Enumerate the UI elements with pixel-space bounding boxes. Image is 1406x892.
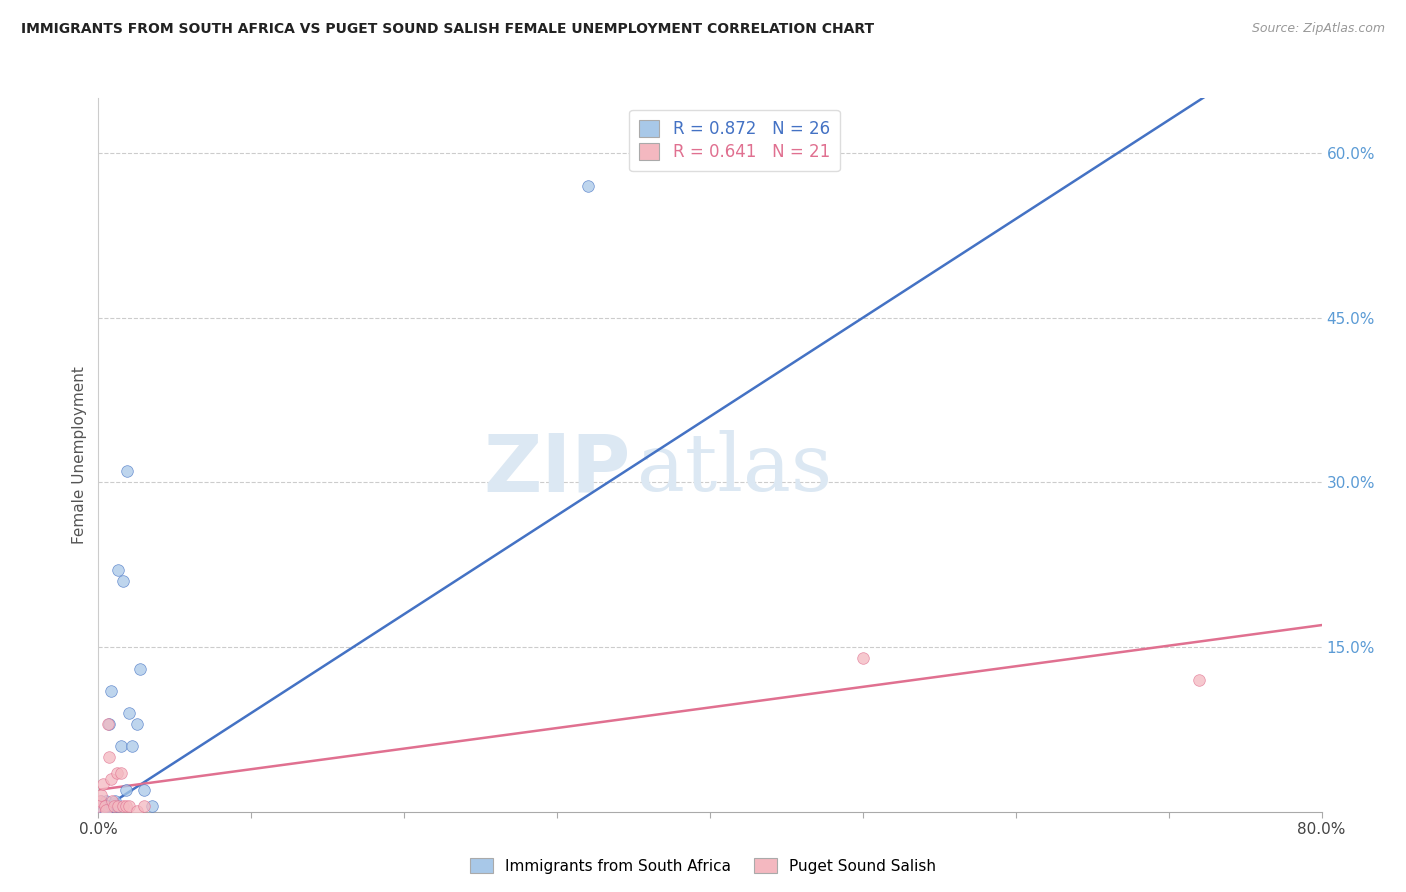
- Point: [94, 794, 117, 808]
- Point: [90, 794, 112, 808]
- Text: IMMIGRANTS FROM SOUTH AFRICA VS PUGET SOUND SALISH FEMALE UNEMPLOYMENT CORRELATI: IMMIGRANTS FROM SOUTH AFRICA VS PUGET SO…: [21, 22, 875, 37]
- Point: [125, 717, 148, 731]
- Point: [107, 563, 129, 577]
- Point: [110, 739, 132, 753]
- Point: [87, 799, 110, 814]
- Point: [576, 178, 599, 193]
- Point: [93, 799, 115, 814]
- Point: [115, 799, 138, 814]
- Point: [141, 799, 163, 814]
- Point: [89, 794, 111, 808]
- Point: [98, 717, 121, 731]
- Point: [110, 766, 132, 780]
- Point: [134, 799, 156, 814]
- Point: [97, 717, 120, 731]
- Y-axis label: Female Unemployment: Female Unemployment: [72, 366, 87, 544]
- Point: [111, 799, 134, 814]
- Point: [118, 799, 141, 814]
- Text: atlas: atlas: [637, 430, 832, 508]
- Point: [91, 777, 114, 791]
- Point: [94, 803, 117, 817]
- Point: [1188, 673, 1211, 687]
- Point: [117, 464, 139, 478]
- Point: [100, 772, 122, 786]
- Point: [128, 662, 150, 676]
- Point: [115, 782, 138, 797]
- Point: [105, 766, 128, 780]
- Point: [103, 797, 125, 811]
- Point: [98, 749, 121, 764]
- Point: [101, 794, 124, 808]
- Point: [121, 739, 143, 753]
- Point: [89, 799, 111, 814]
- Text: ZIP: ZIP: [484, 430, 630, 508]
- Point: [111, 574, 134, 589]
- Point: [118, 706, 141, 720]
- Legend: Immigrants from South Africa, Puget Sound Salish: Immigrants from South Africa, Puget Soun…: [464, 852, 942, 880]
- Point: [107, 799, 129, 814]
- Point: [97, 799, 120, 814]
- Point: [87, 801, 110, 815]
- Legend: R = 0.872   N = 26, R = 0.641   N = 21: R = 0.872 N = 26, R = 0.641 N = 21: [630, 110, 839, 171]
- Point: [852, 651, 875, 665]
- Text: Source: ZipAtlas.com: Source: ZipAtlas.com: [1251, 22, 1385, 36]
- Point: [134, 782, 156, 797]
- Point: [103, 799, 125, 814]
- Point: [94, 805, 117, 819]
- Point: [91, 804, 114, 818]
- Point: [104, 794, 127, 808]
- Point: [93, 799, 115, 814]
- Point: [125, 804, 148, 818]
- Point: [105, 799, 128, 814]
- Point: [100, 684, 122, 698]
- Point: [90, 789, 112, 803]
- Point: [101, 799, 124, 814]
